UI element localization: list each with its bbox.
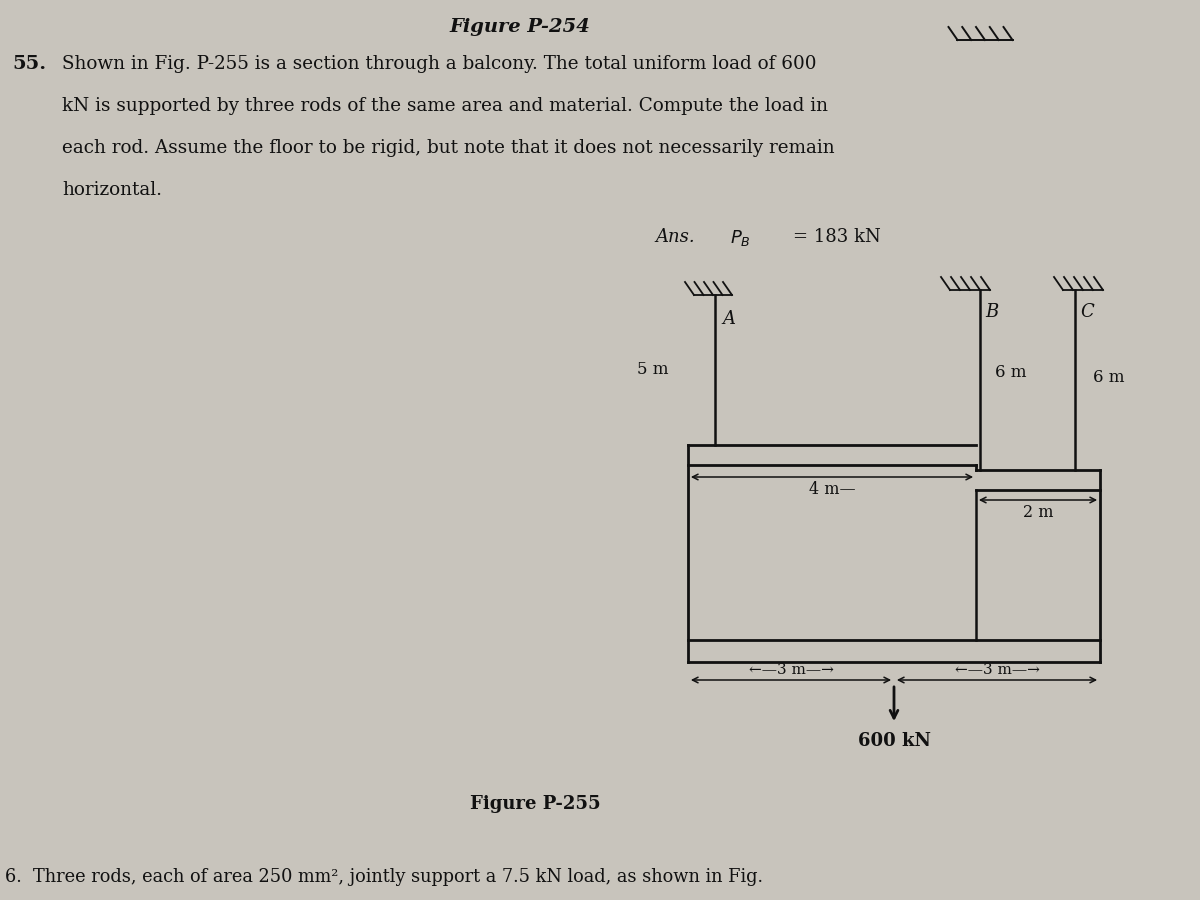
Text: C: C [1080, 303, 1093, 321]
Text: Figure P-255: Figure P-255 [469, 795, 600, 813]
Text: 6 m: 6 m [1093, 368, 1124, 385]
Text: Figure P-254: Figure P-254 [450, 18, 590, 36]
Text: B: B [985, 303, 998, 321]
Text: ←—3 m—→: ←—3 m—→ [749, 663, 834, 677]
Text: Ans.: Ans. [655, 228, 695, 246]
Text: 55.: 55. [12, 55, 46, 73]
Text: horizontal.: horizontal. [62, 181, 162, 199]
Text: ←—3 m—→: ←—3 m—→ [954, 663, 1039, 677]
Text: 4 m—: 4 m— [809, 481, 856, 498]
Text: 2 m: 2 m [1022, 504, 1054, 521]
Text: = 183 kN: = 183 kN [793, 228, 881, 246]
Text: 6 m: 6 m [995, 364, 1026, 381]
Text: each rod. Assume the floor to be rigid, but note that it does not necessarily re: each rod. Assume the floor to be rigid, … [62, 139, 835, 157]
Text: Shown in Fig. P-255 is a section through a balcony. The total uniform load of 60: Shown in Fig. P-255 is a section through… [62, 55, 816, 73]
Text: A: A [722, 310, 736, 328]
Text: 6.  Three rods, each of area 250 mm², jointly support a 7.5 kN load, as shown in: 6. Three rods, each of area 250 mm², joi… [5, 868, 763, 886]
Text: 5 m: 5 m [637, 362, 668, 379]
Text: kN is supported by three rods of the same area and material. Compute the load in: kN is supported by three rods of the sam… [62, 97, 828, 115]
Text: $P_B$: $P_B$ [730, 228, 751, 248]
Text: 600 kN: 600 kN [858, 732, 930, 750]
